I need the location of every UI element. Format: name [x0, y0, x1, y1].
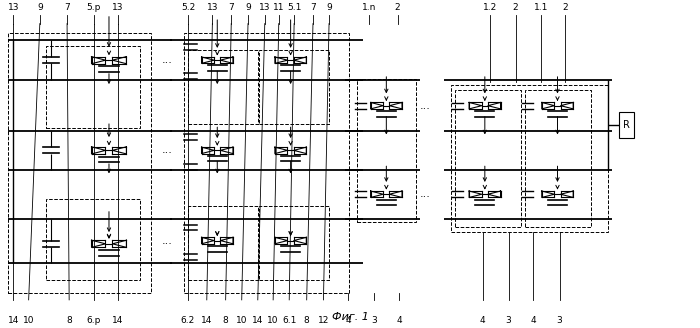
Text: 9: 9 [245, 3, 251, 12]
Bar [452, 85, 608, 232]
Text: 13: 13 [112, 3, 124, 12]
Text: 14: 14 [201, 316, 213, 325]
Text: 1.n: 1.n [362, 3, 376, 12]
Bar [259, 206, 329, 280]
Text: 5.1: 5.1 [287, 3, 301, 12]
Text: 7: 7 [64, 3, 70, 12]
Text: ...: ... [420, 101, 430, 111]
Text: R: R [623, 120, 630, 130]
Text: 7: 7 [228, 3, 234, 12]
Text: ...: ... [162, 55, 172, 65]
Text: 6.p: 6.p [86, 316, 101, 325]
Text: 8: 8 [66, 316, 72, 325]
Bar [46, 199, 141, 280]
Text: 5.2: 5.2 [181, 3, 195, 12]
Bar [259, 50, 329, 124]
Text: 8: 8 [304, 316, 309, 325]
Text: 3: 3 [505, 316, 512, 325]
Text: 14: 14 [8, 316, 19, 325]
Text: 8: 8 [223, 316, 228, 325]
Text: 4: 4 [396, 316, 402, 325]
Text: 4: 4 [530, 316, 536, 325]
Text: 10: 10 [236, 316, 248, 325]
Text: 2: 2 [562, 3, 568, 12]
Text: 5.p: 5.p [86, 3, 101, 12]
Text: ...: ... [162, 236, 172, 246]
Text: ...: ... [162, 145, 172, 155]
Text: 6.2: 6.2 [181, 316, 195, 325]
Bar [184, 33, 349, 293]
Text: 12: 12 [318, 316, 329, 325]
Text: 4: 4 [345, 316, 351, 325]
Bar [188, 50, 258, 124]
Text: 4: 4 [480, 316, 486, 325]
Bar [188, 206, 258, 280]
Text: 13: 13 [259, 3, 270, 12]
Text: 1.1: 1.1 [533, 3, 548, 12]
Text: 13: 13 [206, 3, 218, 12]
Text: 9: 9 [37, 3, 43, 12]
Text: 1.2: 1.2 [482, 3, 497, 12]
Text: 14: 14 [113, 316, 124, 325]
Bar [357, 79, 416, 222]
Text: 9: 9 [326, 3, 332, 12]
Bar [8, 33, 151, 293]
Bar [46, 46, 141, 128]
Bar [455, 90, 522, 227]
Bar [619, 112, 634, 138]
Text: 6.1: 6.1 [282, 316, 296, 325]
Text: 11: 11 [273, 3, 284, 12]
Text: ...: ... [420, 189, 430, 199]
Bar [525, 90, 591, 227]
Text: 14: 14 [252, 316, 263, 325]
Text: 2: 2 [513, 3, 519, 12]
Text: 13: 13 [8, 3, 19, 12]
Text: 2: 2 [395, 3, 400, 12]
Text: 7: 7 [310, 3, 316, 12]
Text: 3: 3 [556, 316, 563, 325]
Text: 10: 10 [267, 316, 279, 325]
Text: 10: 10 [23, 316, 34, 325]
Text: Фиг. 1: Фиг. 1 [332, 312, 368, 322]
Text: 3: 3 [372, 316, 377, 325]
